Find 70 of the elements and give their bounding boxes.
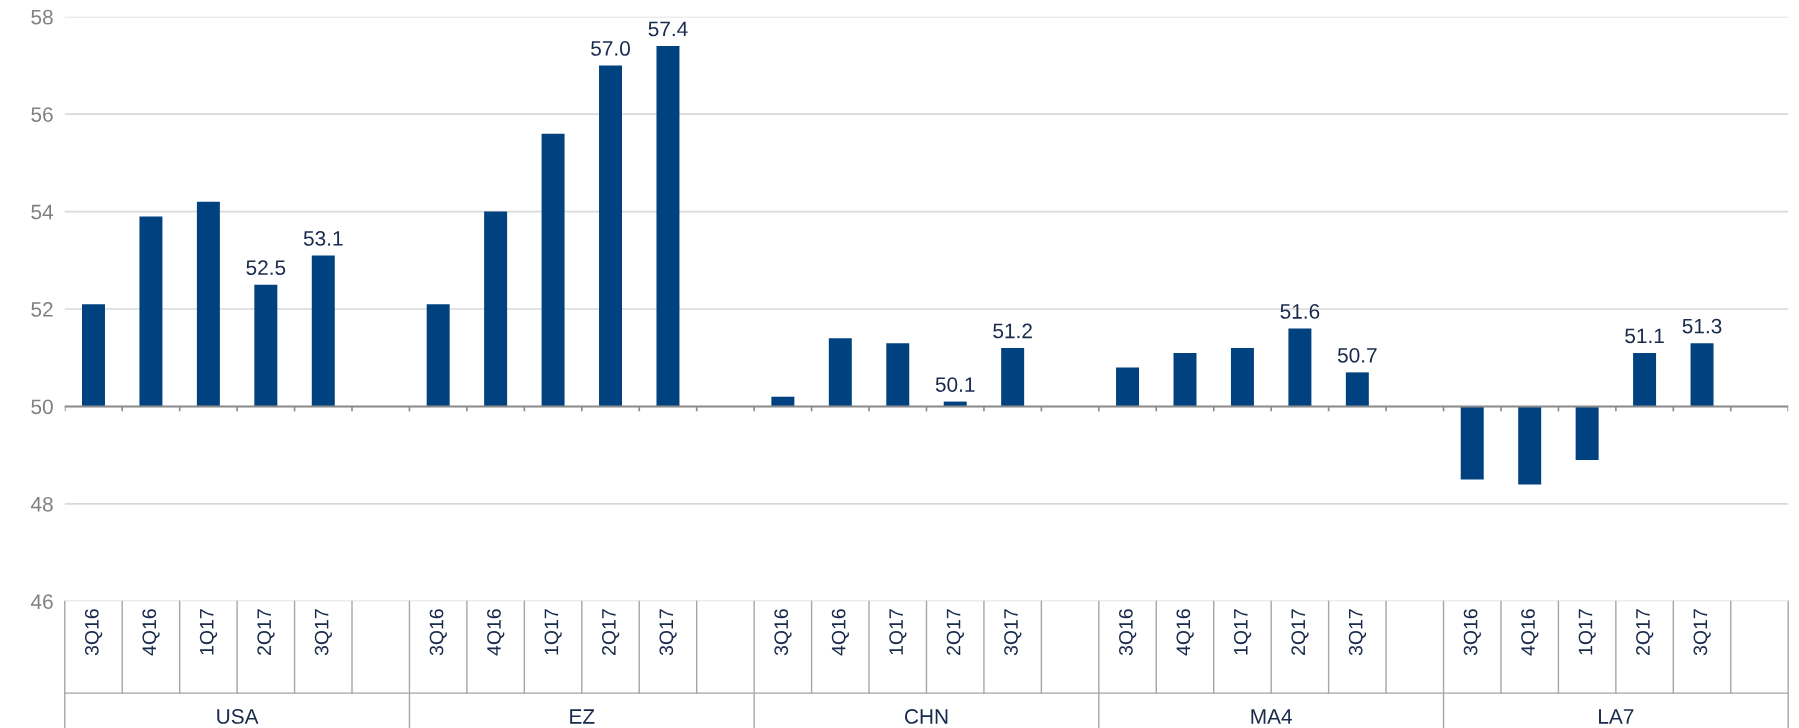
bar xyxy=(1345,372,1369,407)
bar xyxy=(886,343,910,407)
text: MA4 xyxy=(1251,709,1292,724)
bar xyxy=(1230,348,1254,407)
x-tick-label: 3Q16 xyxy=(84,609,103,656)
text: USA xyxy=(217,709,259,724)
y-tick-label: 54 xyxy=(31,204,54,220)
bar xyxy=(1173,352,1197,407)
y-tick-label: 58 xyxy=(31,9,53,25)
x-tick-label: 4Q16 xyxy=(831,609,850,656)
x-tick-label: 1Q17 xyxy=(889,609,907,655)
bar xyxy=(1460,406,1484,480)
x-tick-label: 4Q16 xyxy=(1521,609,1539,656)
x-tick-label: 3Q17 xyxy=(1693,609,1711,656)
x-tick-label: 2Q17 xyxy=(1636,609,1654,655)
data-label: 57.4 xyxy=(648,21,688,37)
bar xyxy=(254,284,278,407)
bar xyxy=(1518,406,1542,485)
data-label: 57.0 xyxy=(591,41,630,56)
x-tick-label: 2Q17 xyxy=(257,609,275,655)
x-tick-label: 1Q17 xyxy=(1578,609,1596,655)
x-tick-label: 4Q16 xyxy=(487,609,505,656)
text: LA7 xyxy=(1599,709,1634,724)
x-tick-label: 3Q16 xyxy=(429,609,447,656)
x-tick-label: 3Q16 xyxy=(774,609,792,656)
x-tick-label: 1Q17 xyxy=(544,609,562,655)
x-tick-label: 1Q17 xyxy=(1233,609,1252,655)
y-tick-label: 48 xyxy=(30,496,53,512)
data-label: 51.1 xyxy=(1625,328,1664,344)
x-tick-label: 1Q17 xyxy=(199,609,218,655)
bar xyxy=(656,45,680,407)
y-tick-label: 56 xyxy=(31,107,53,122)
x-tick-label: 3Q17 xyxy=(659,609,677,656)
x-tick-label: 3Q16 xyxy=(1463,609,1481,656)
bar xyxy=(82,304,105,407)
y-tick-label: 46 xyxy=(30,594,53,610)
bar xyxy=(484,211,508,407)
bar xyxy=(1575,406,1599,461)
data-label: 53.1 xyxy=(303,231,343,246)
x-tick-label: 2Q17 xyxy=(601,609,620,655)
data-label: 50.7 xyxy=(1337,347,1377,363)
x-tick-label: 3Q17 xyxy=(1004,609,1022,656)
y-tick-label: 50 xyxy=(31,399,53,415)
bar xyxy=(541,133,565,407)
bar xyxy=(196,201,220,407)
x-tick-label: 3Q17 xyxy=(1348,609,1367,656)
bar xyxy=(1116,367,1140,407)
text: CHN xyxy=(904,709,948,724)
x-tick-label: 4Q16 xyxy=(142,609,160,656)
bar xyxy=(139,216,163,407)
bar xyxy=(311,255,335,407)
bar xyxy=(599,65,623,407)
text: EZ xyxy=(570,709,595,724)
bar xyxy=(426,304,450,407)
y-tick-label: 52 xyxy=(31,302,53,317)
bar xyxy=(1690,343,1714,407)
data-label: 51.3 xyxy=(1682,318,1722,334)
bar xyxy=(1288,328,1312,407)
bar xyxy=(1633,352,1657,407)
data-label: 51.6 xyxy=(1280,304,1320,319)
x-tick-label: 3Q17 xyxy=(314,609,332,656)
bar xyxy=(1001,348,1025,407)
x-tick-label: 4Q16 xyxy=(1176,609,1194,656)
x-tick-label: 2Q17 xyxy=(946,609,964,655)
data-label: 51.2 xyxy=(993,323,1032,339)
data-label: 52.5 xyxy=(246,260,286,275)
x-tick-label: 3Q16 xyxy=(1119,609,1137,656)
data-label: 50.1 xyxy=(935,377,975,392)
bar xyxy=(828,338,852,407)
x-tick-label: 2Q17 xyxy=(1291,609,1309,655)
